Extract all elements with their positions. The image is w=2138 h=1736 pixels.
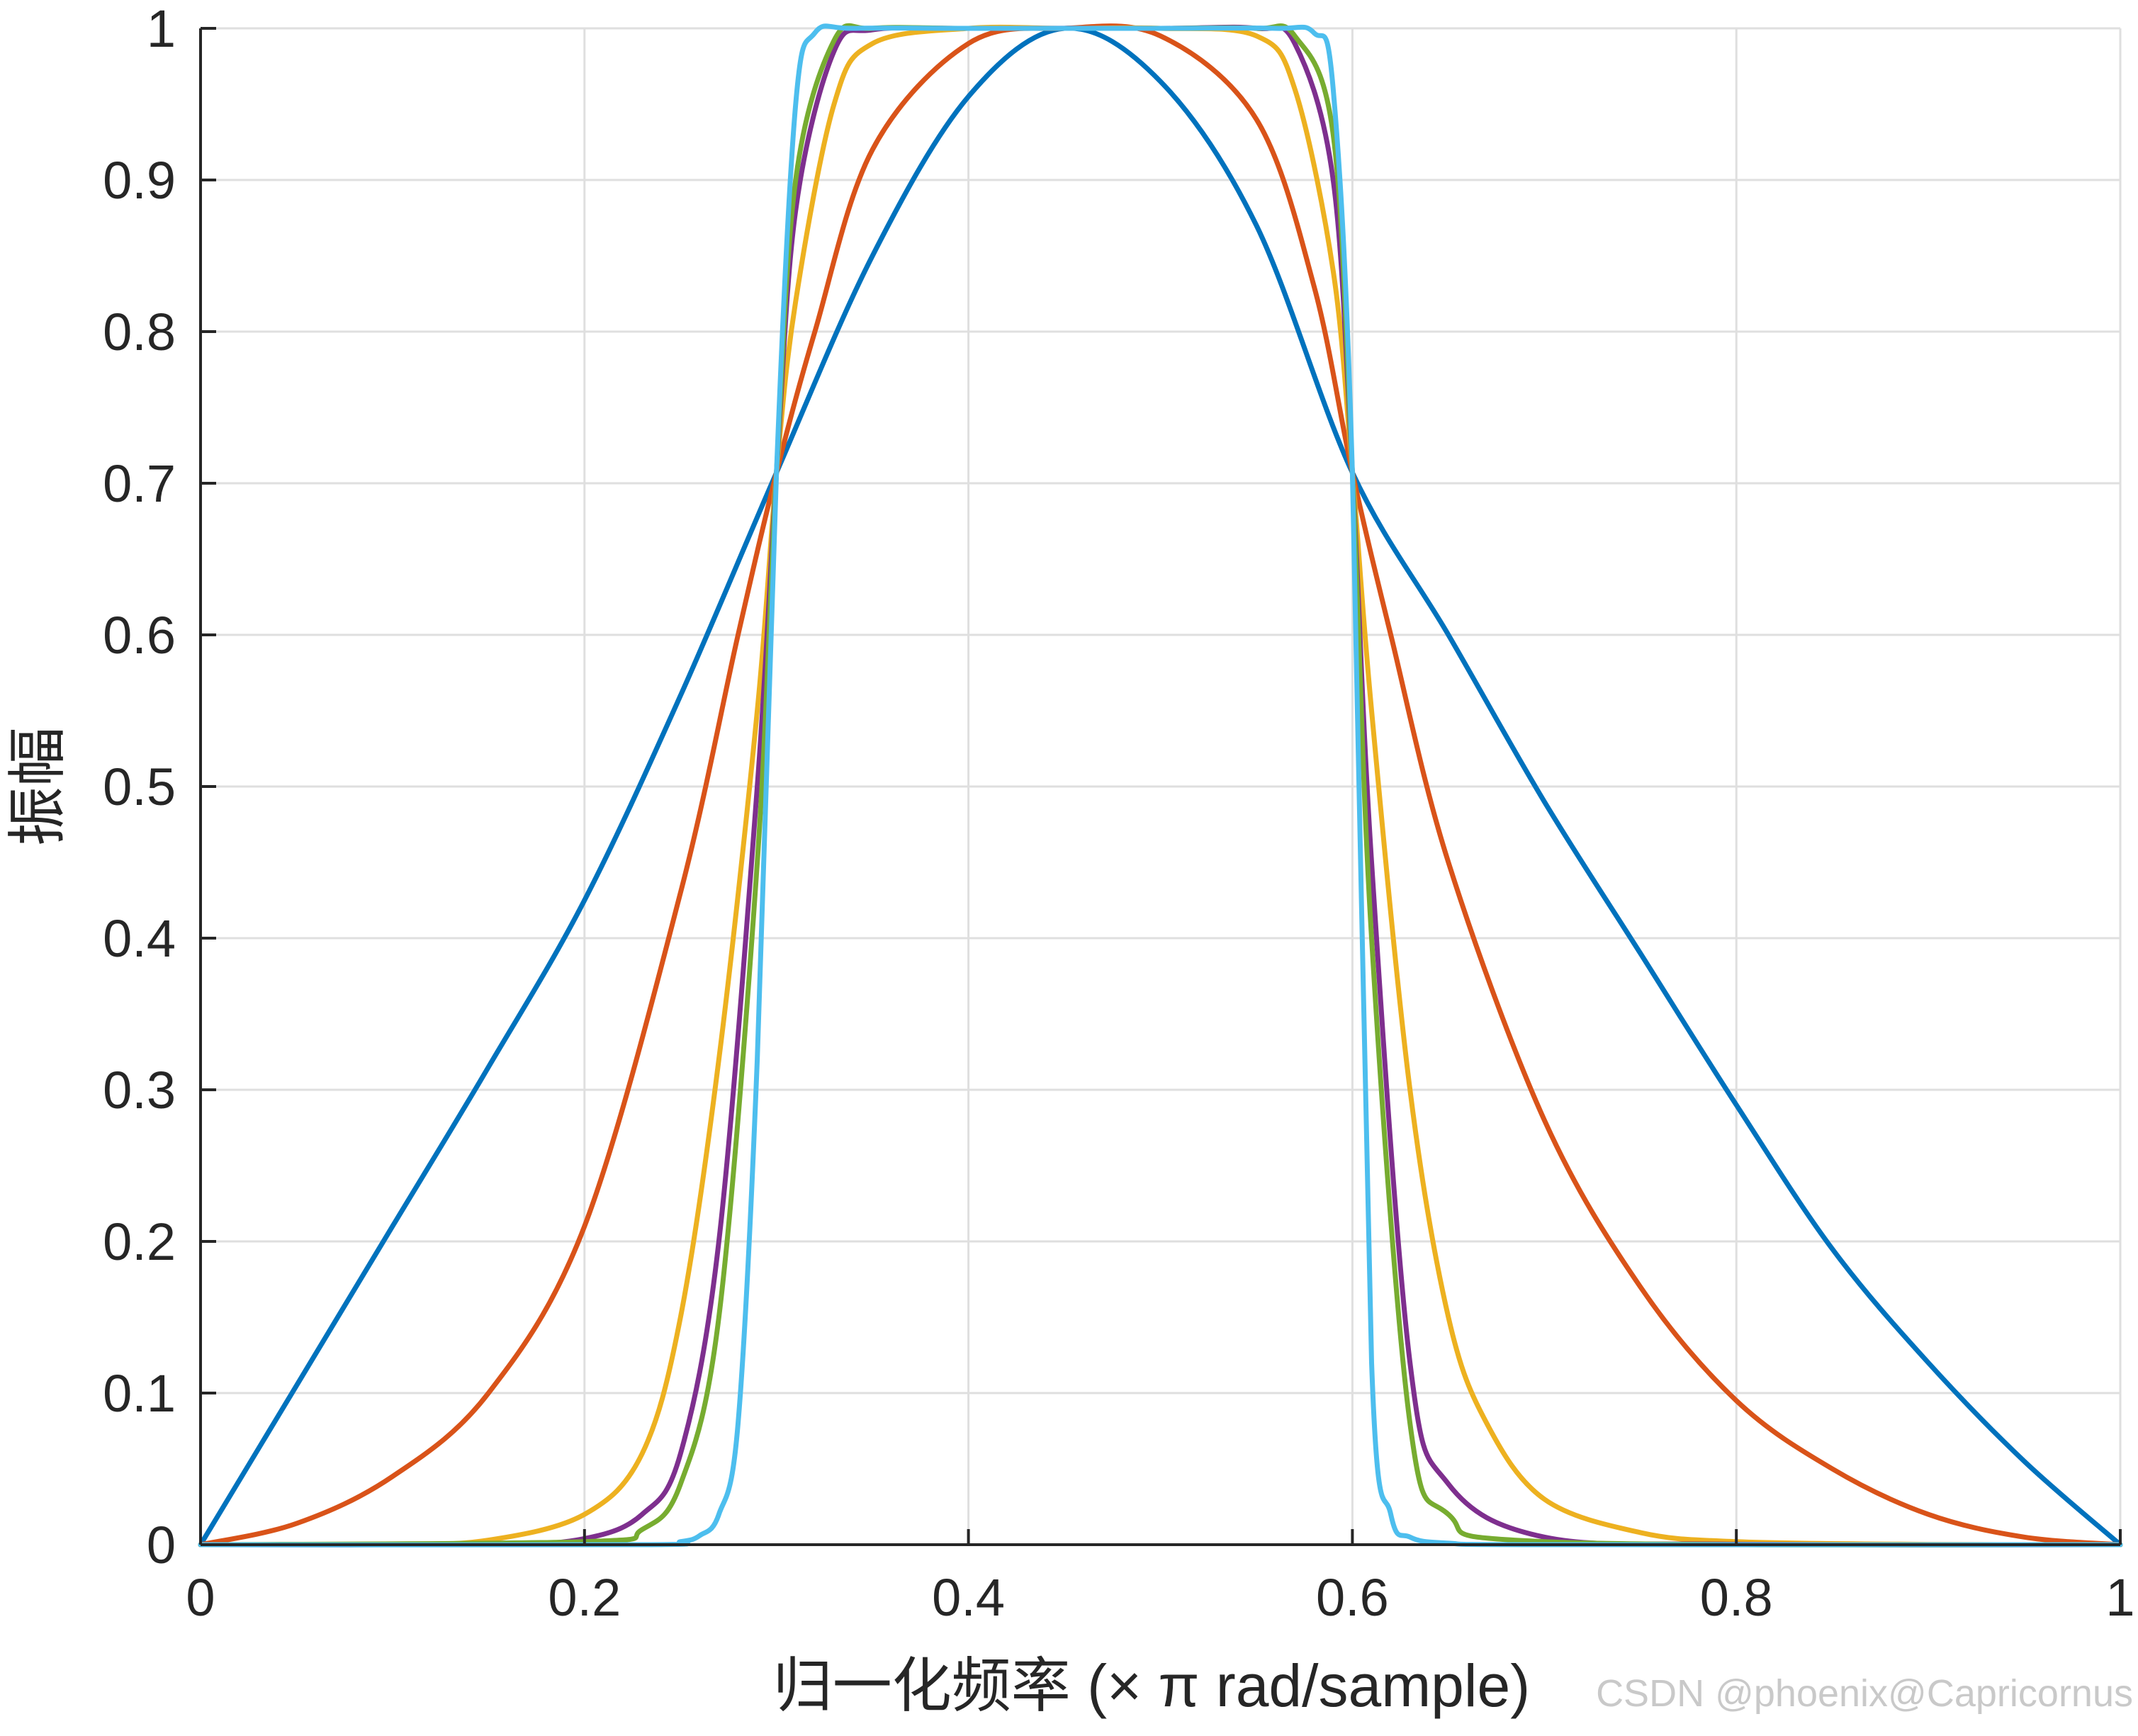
y-tick-label: 0.1 (103, 1364, 176, 1423)
y-tick-label: 0.5 (103, 757, 176, 816)
x-tick-label: 1 (2105, 1568, 2134, 1627)
x-tick-label: 0.4 (932, 1568, 1005, 1627)
watermark: CSDN @phoenix@Capricornus (1596, 1672, 2133, 1715)
y-tick-label: 0.6 (103, 606, 176, 665)
tick-labels: 0 0.2 0.4 0.6 0.8 1 0 0.1 0.2 0.3 0.4 0.5 0.6 0.7 0.8 0… (103, 0, 2134, 1627)
x-axis-label: 归一化频率 (× π rad/sample) (773, 1652, 1531, 1719)
series-line-2 (198, 23, 2123, 1548)
y-tick-label: 0.9 (103, 151, 176, 210)
axes (199, 27, 2122, 1546)
series-line-6 (198, 23, 2123, 1548)
x-tick-label: 0.8 (1700, 1568, 1773, 1627)
x-tick-label: 0 (186, 1568, 215, 1627)
y-tick-label: 0.2 (103, 1212, 176, 1271)
y-tick-label: 0.8 (103, 303, 176, 361)
y-axis-label: 振幅 (4, 727, 71, 846)
x-tick-label: 0.6 (1316, 1568, 1389, 1627)
y-tick-label: 0 (147, 1516, 176, 1574)
y-tick-label: 0.7 (103, 454, 176, 513)
series-line-1 (198, 26, 2123, 1548)
series-group (198, 23, 2123, 1548)
y-tick-label: 1 (147, 0, 176, 58)
x-tick-label: 0.2 (548, 1568, 621, 1627)
y-tick-label: 0.3 (103, 1061, 176, 1120)
y-tick-label: 0.4 (103, 909, 176, 968)
